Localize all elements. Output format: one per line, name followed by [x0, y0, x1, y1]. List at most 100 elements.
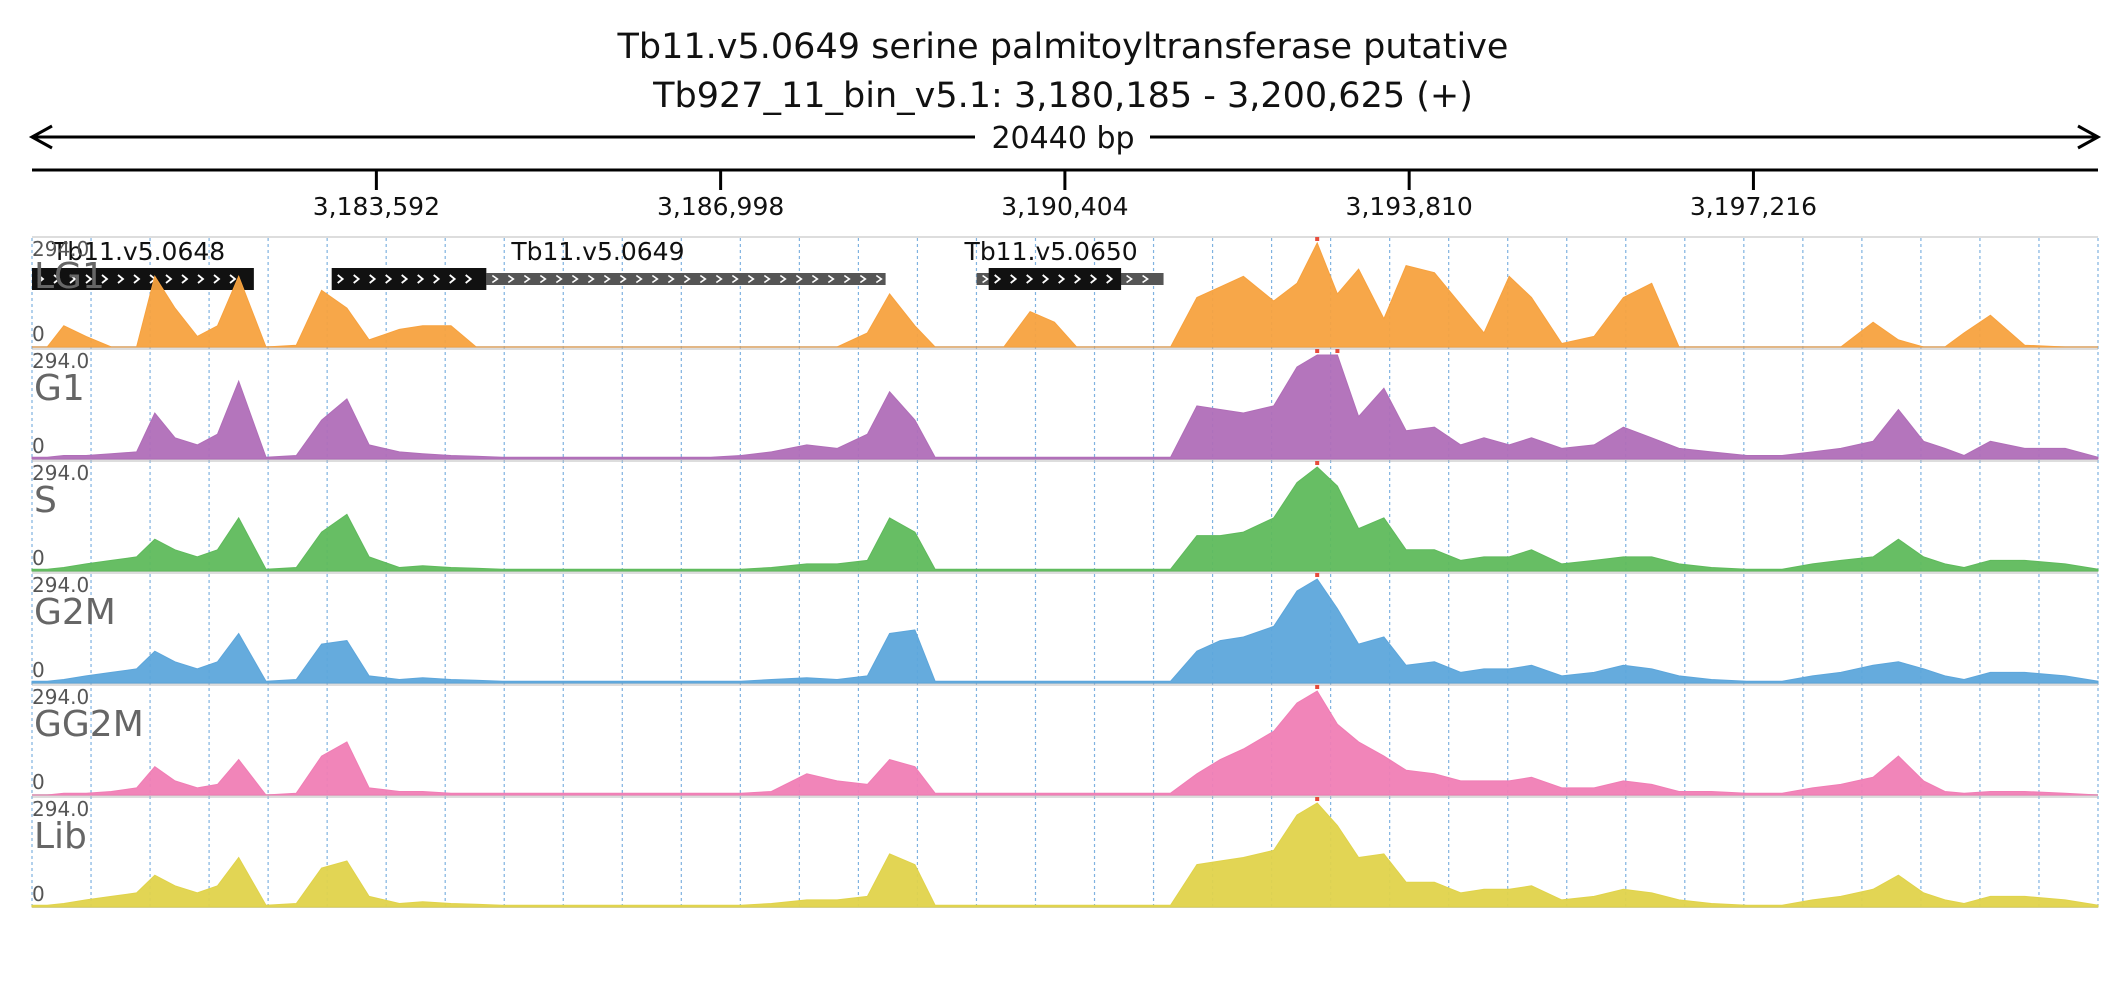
- span-arrow-right-icon: [2077, 124, 2102, 150]
- strand-arrow-icon: [827, 274, 835, 284]
- gene-name-label: Tb11.v5.0650: [964, 237, 1138, 266]
- gene-model: Tb11.v5.0648: [32, 237, 254, 290]
- track-scale-min: 0: [32, 658, 45, 682]
- strand-arrow-icon: [181, 274, 189, 284]
- track-scale-min: 0: [32, 546, 45, 570]
- strand-arrow-icon: [1142, 274, 1149, 284]
- gene-model: Tb11.v5.0649: [331, 237, 886, 290]
- strand-arrow-icon: [401, 274, 409, 284]
- strand-arrow-icon: [1010, 274, 1018, 284]
- strand-arrow-icon: [994, 274, 1002, 284]
- track-name-label: G1: [34, 368, 85, 409]
- strand-arrow-icon: [117, 274, 125, 284]
- span-length-label: 20440 bp: [991, 121, 1134, 156]
- gene-name-label: Tb11.v5.0649: [510, 237, 684, 266]
- strand-arrow-icon: [1126, 274, 1133, 284]
- strand-arrow-icon: [229, 274, 237, 284]
- coverage-track: 294.0 0 GG2M: [32, 684, 2099, 796]
- strand-arrow-icon: [69, 274, 77, 284]
- coverage-track: 294.0 0 S: [31, 460, 2099, 572]
- gene-name-label: Tb11.v5.0648: [51, 237, 225, 266]
- coverage-area: [32, 241, 2098, 348]
- strand-arrow-icon: [843, 274, 851, 284]
- track-name-label: G2M: [34, 592, 116, 633]
- strand-arrow-icon: [165, 274, 173, 284]
- gene-cds: [331, 268, 487, 290]
- track-scale-max: 294.0: [32, 461, 89, 485]
- axis-tick-label: 3,183,592: [313, 192, 440, 221]
- vertical-gridlines: [31, 238, 2099, 910]
- strand-arrow-icon: [523, 274, 531, 284]
- clipped-marker: [1315, 797, 1320, 801]
- strand-arrow-icon: [731, 274, 739, 284]
- strand-arrow-icon: [779, 274, 787, 284]
- track-name-label: Lib: [34, 816, 87, 857]
- gene-cds: [988, 268, 1122, 290]
- coverage-area: [31, 466, 2099, 572]
- coverage-track: 294.0 0 Lib: [31, 796, 2099, 908]
- clipped-marker: [1315, 685, 1320, 689]
- track-scale-max: 294.0: [32, 797, 89, 821]
- strand-arrow-icon: [465, 274, 473, 284]
- strand-arrow-icon: [587, 274, 595, 284]
- gene-cds: [32, 268, 254, 290]
- coverage-track: 294.0 0 G1: [31, 348, 2099, 460]
- strand-arrow-icon: [763, 274, 771, 284]
- gene-track: Tb11.v5.0648 Tb11.v5.0649 Tb11.v5.0650: [32, 237, 1164, 290]
- axis-tick-label: 3,186,998: [657, 192, 784, 221]
- strand-arrow-icon: [571, 274, 579, 284]
- strand-arrow-icon: [982, 274, 989, 284]
- track-name-label: LG1: [34, 256, 105, 297]
- strand-arrow-icon: [213, 274, 221, 284]
- track-scale-min: 0: [32, 434, 45, 458]
- strand-arrow-icon: [795, 274, 803, 284]
- strand-arrow-icon: [417, 274, 425, 284]
- strand-arrow-icon: [385, 274, 393, 284]
- clipped-marker: [1315, 237, 1320, 241]
- gene-utr: [486, 273, 886, 285]
- strand-arrow-icon: [133, 274, 141, 284]
- track-scale-min: 0: [32, 322, 45, 346]
- strand-arrow-icon: [101, 274, 109, 284]
- coverage-track: 294.0 0 G2M: [31, 572, 2099, 684]
- strand-arrow-icon: [1074, 274, 1082, 284]
- coverage-area: [31, 354, 2099, 460]
- coverage-area: [32, 690, 2099, 796]
- strand-arrow-icon: [37, 274, 45, 284]
- strand-arrow-icon: [747, 274, 755, 284]
- strand-arrow-icon: [1026, 274, 1034, 284]
- strand-arrow-icon: [1042, 274, 1050, 284]
- axis-tick-label: 3,193,810: [1346, 192, 1473, 221]
- strand-arrow-icon: [635, 274, 643, 284]
- strand-arrow-icon: [619, 274, 627, 284]
- strand-arrow-icon: [859, 274, 867, 284]
- gene-model: Tb11.v5.0650: [964, 237, 1164, 290]
- strand-arrow-icon: [1058, 274, 1066, 284]
- strand-arrow-icon: [53, 274, 61, 284]
- strand-arrow-icon: [875, 274, 883, 284]
- strand-arrow-icon: [197, 274, 205, 284]
- coordinate-axis-ticks: 3,183,592 3,186,998 3,190,404 3,193,810 3,19…: [313, 170, 1817, 221]
- strand-arrow-icon: [507, 274, 515, 284]
- strand-arrow-icon: [811, 274, 819, 284]
- strand-arrow-icon: [449, 274, 457, 284]
- strand-arrow-icon: [651, 274, 659, 284]
- track-scale-max: 294.0: [32, 349, 89, 373]
- clipped-marker: [1315, 573, 1320, 577]
- strand-arrow-icon: [85, 274, 93, 284]
- strand-arrow-icon: [715, 274, 723, 284]
- strand-arrow-icon: [1106, 274, 1114, 284]
- axis-tick-label: 3,190,404: [1001, 192, 1128, 221]
- track-name-label: GG2M: [34, 704, 144, 745]
- span-arrow-left-icon: [28, 124, 53, 150]
- coverage-area: [31, 578, 2099, 684]
- clipped-marker: [1315, 461, 1320, 465]
- axis-tick-label: 3,197,216: [1690, 192, 1817, 221]
- strand-arrow-icon: [1090, 274, 1098, 284]
- coverage-area: [31, 802, 2099, 908]
- clipped-marker: [1335, 349, 1340, 353]
- strand-arrow-icon: [603, 274, 611, 284]
- strand-arrow-icon: [491, 274, 499, 284]
- strand-arrow-icon: [369, 274, 377, 284]
